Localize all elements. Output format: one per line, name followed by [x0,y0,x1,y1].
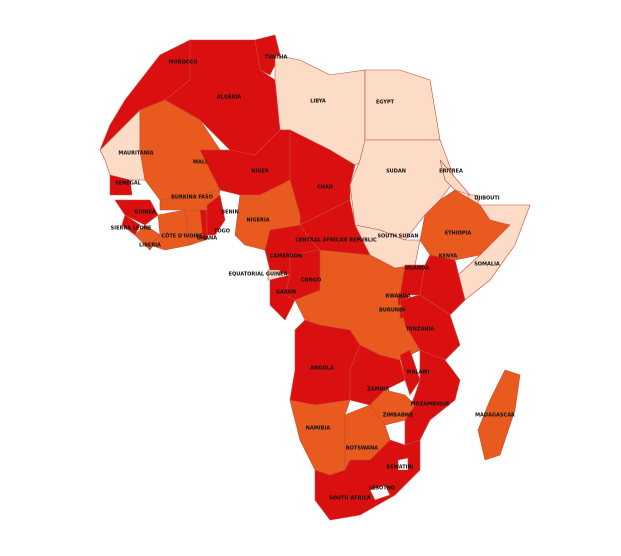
country-label: MOZAMBIQUE [410,402,450,408]
country-label: GHANA [197,236,217,242]
country-label: SUDAN [386,169,406,175]
country-shape [399,349,421,396]
country-label: NIGERIA [246,218,269,224]
country-label: SOUTH SUDAN [377,234,418,240]
country-label: SENEGAL [115,181,142,187]
country-shape [314,439,421,521]
country-shape [284,249,321,301]
country-label: SOUTH AFRICA [329,496,371,502]
country-label: ZIMBABWE [383,413,414,419]
country-label: SIERRA LEONE [111,226,152,232]
country-shape [289,399,351,476]
country-label: BOTSWANA [346,446,378,452]
country-label: MALI [193,160,207,166]
country-label: BENIN [221,210,238,216]
country-shape [397,457,409,471]
country-label: UGANDA [405,266,429,272]
country-label: ETHIOPIA [445,231,472,237]
country-label: LESOTHO [369,486,395,492]
country-shape [206,194,226,236]
country-label: NIGER [251,169,269,175]
country-shape [114,199,159,226]
country-label: EQUATORIAL GUINEA [229,272,288,278]
country-label: LIBYA [310,99,326,105]
country-label: BURKINA FASO [171,195,213,201]
country-label: MAURITANIA [118,151,153,157]
country-label: ERITREA [439,169,463,175]
country-label: ANGOLA [310,366,334,372]
country-label: GUINEA [134,210,156,216]
country-label: CHAD [317,185,333,191]
country-shape [199,209,208,241]
country-shape [477,369,521,461]
country-label: SOMALIA [474,262,500,268]
country-label: EGYPT [376,100,395,106]
country-shape [399,294,461,361]
country-label: BURUNDI [379,308,405,314]
country-label: CONGO [301,278,321,284]
country-label: MOROCCO [169,60,198,66]
country-label: TOGO [214,229,230,235]
country-label: LIBERIA [139,243,161,249]
country-shape [109,174,133,196]
country-shape [354,224,421,269]
country-label: GABON [276,290,296,296]
country-label: NAMIBIA [306,426,331,432]
country-label: CAMEROON [270,254,302,260]
country-shape [289,319,361,406]
country-label: TANZANIA [406,327,435,333]
country-label: TUNISIA [265,55,288,61]
country-label: ALGERIA [217,95,241,101]
country-label: DJIBOUTI [474,196,499,202]
country-label: MADAGASCAR [475,413,515,419]
country-label: KENYA [439,254,458,260]
country-label: ESWATINI [386,465,413,471]
country-shape [99,109,146,191]
country-label: RWANDA [385,294,410,300]
country-shape [369,484,391,501]
country-label: MALAWI [406,370,429,376]
country-label: CENTRAL AFRICAN REPUBLIC [295,238,377,244]
country-label: ZAMBIA [367,387,389,393]
country-label: CÔTE D'IVOIRE [161,233,203,240]
